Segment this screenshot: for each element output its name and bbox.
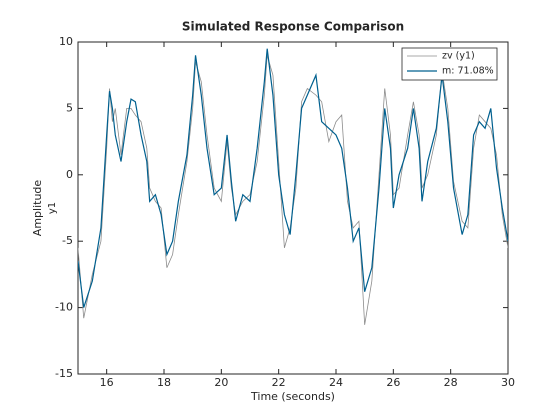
x-tick-label: 18	[157, 376, 171, 389]
y-tick-label: 10	[59, 35, 73, 48]
series-line	[78, 48, 508, 308]
y-tick-label: -10	[55, 301, 73, 314]
x-tick-label: 24	[329, 376, 343, 389]
x-tick-label: 22	[272, 376, 286, 389]
x-tick-label: 26	[386, 376, 400, 389]
chart-title: Simulated Response Comparison	[182, 20, 404, 34]
legend-label: m: 71.08%	[442, 66, 494, 77]
y-tick-label: 0	[66, 168, 73, 181]
y-tick-label: -15	[55, 367, 73, 380]
y-tick-label: 5	[66, 101, 73, 114]
series-line	[78, 55, 508, 325]
output-name: y1	[47, 202, 58, 214]
x-axis-label: Time (seconds)	[250, 390, 335, 403]
legend-box	[401, 47, 498, 81]
x-tick-label: 20	[214, 376, 228, 389]
y-tick-label: -5	[62, 234, 73, 247]
x-tick-label: 28	[444, 376, 458, 389]
x-tick-label: 16	[100, 376, 114, 389]
y-axis-label: Amplitude	[31, 180, 44, 237]
x-tick-label: 30	[501, 376, 515, 389]
legend-label: zv (y1)	[442, 51, 475, 62]
